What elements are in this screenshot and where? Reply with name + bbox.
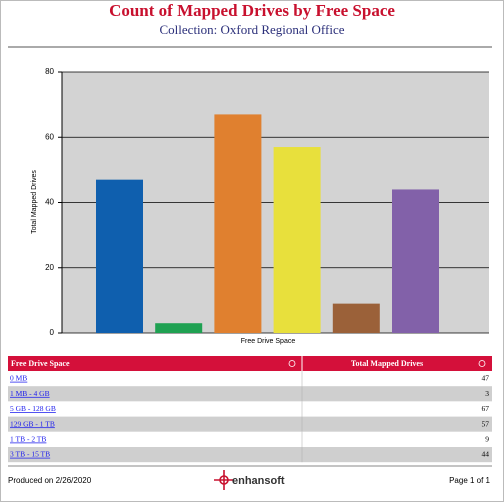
row-label-link: 5 GB - 128 GB: [10, 404, 56, 413]
bar: [96, 179, 143, 333]
row-value: 9: [485, 435, 489, 444]
row-value: 3: [485, 389, 489, 398]
logo-icon: [214, 470, 234, 490]
y-tick-label: 40: [45, 198, 54, 207]
table: Free Drive Space Total Mapped Drives 0 MB 4…: [8, 356, 492, 463]
row-value: 67: [482, 404, 490, 413]
table-row: [8, 371, 492, 387]
logo: enhansoft: [232, 475, 285, 487]
table-row: [8, 431, 492, 447]
bar: [392, 189, 439, 333]
subtitle: Collection: Oxford Regional Office: [160, 22, 345, 37]
table-row: [8, 401, 492, 417]
table-row: [8, 416, 492, 432]
table-row: [8, 447, 492, 463]
y-tick-label: 0: [50, 328, 55, 337]
table-header: [8, 356, 492, 371]
y-tick-label: 60: [45, 132, 54, 141]
row-label-link: 0 MB: [10, 374, 27, 383]
column-header: Total Mapped Drives: [351, 359, 423, 368]
row-label-link: 1 TB - 2 TB: [10, 435, 46, 444]
title: Count of Mapped Drives by Free Space: [109, 1, 395, 20]
y-axis-label: Total Mapped Drives: [31, 170, 38, 234]
row-value: 44: [482, 450, 490, 459]
y-tick-label: 80: [45, 67, 54, 76]
row-value: 47: [482, 374, 490, 383]
table-row: [8, 386, 492, 402]
bar: [332, 303, 380, 333]
column-header: Free Drive Space: [11, 359, 70, 368]
sort-icon: [288, 360, 296, 367]
row-value: 57: [482, 419, 490, 428]
bar: [273, 147, 321, 333]
produced-on: Produced on 2/26/2020: [8, 476, 92, 485]
chart: 0 20 40 60 80: [45, 67, 489, 337]
y-tick-label: 20: [45, 263, 54, 272]
bar: [155, 323, 203, 333]
x-axis-label: Free Drive Space: [241, 338, 296, 345]
page-number: Page 1 of 1: [449, 476, 490, 485]
row-label-link: 3 TB - 15 TB: [10, 450, 50, 459]
row-label-link: 1 MB - 4 GB: [10, 389, 50, 398]
row-label-link: 129 GB - 1 TB: [10, 419, 55, 428]
sort-icon: [478, 360, 486, 367]
bar: [214, 114, 262, 333]
